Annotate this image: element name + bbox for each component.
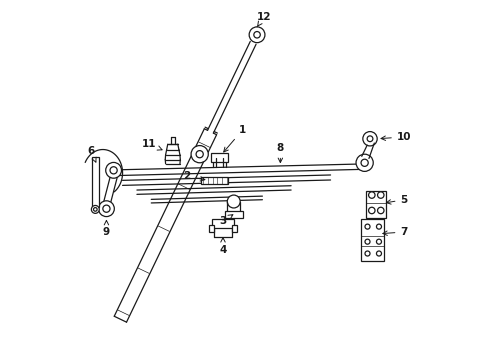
- Circle shape: [366, 136, 372, 141]
- Bar: [92, 157, 99, 207]
- Circle shape: [364, 251, 369, 256]
- Text: 4: 4: [219, 238, 226, 255]
- Bar: [211, 153, 228, 162]
- Circle shape: [105, 162, 121, 178]
- Bar: [224, 211, 242, 218]
- Bar: [366, 191, 386, 218]
- Text: 11: 11: [141, 139, 162, 150]
- Circle shape: [364, 239, 369, 244]
- Bar: [360, 220, 384, 261]
- Circle shape: [196, 150, 203, 158]
- Circle shape: [253, 32, 260, 38]
- Circle shape: [377, 192, 383, 198]
- Text: 10: 10: [380, 132, 410, 142]
- Circle shape: [110, 167, 117, 174]
- Circle shape: [376, 251, 381, 256]
- Text: 2: 2: [183, 171, 204, 181]
- Text: 6: 6: [87, 146, 96, 162]
- Circle shape: [368, 192, 374, 198]
- Text: 7: 7: [382, 227, 407, 237]
- Circle shape: [191, 145, 208, 163]
- Circle shape: [376, 239, 381, 244]
- Circle shape: [249, 27, 264, 42]
- Circle shape: [377, 207, 383, 214]
- Text: 8: 8: [276, 143, 284, 162]
- Circle shape: [227, 195, 240, 208]
- Circle shape: [93, 208, 97, 211]
- Text: 1: 1: [223, 125, 246, 152]
- Text: 9: 9: [102, 220, 110, 237]
- Text: 5: 5: [386, 195, 407, 205]
- Bar: [231, 225, 236, 232]
- Circle shape: [360, 159, 367, 166]
- Text: 12: 12: [257, 12, 271, 27]
- Bar: [201, 177, 228, 184]
- Circle shape: [376, 224, 381, 229]
- Circle shape: [362, 132, 376, 146]
- Circle shape: [355, 154, 372, 171]
- Circle shape: [368, 207, 374, 214]
- Circle shape: [102, 205, 110, 212]
- Bar: [209, 225, 214, 232]
- Bar: [212, 220, 233, 228]
- Text: 3: 3: [219, 215, 232, 226]
- Circle shape: [364, 224, 369, 229]
- Circle shape: [91, 206, 99, 213]
- Circle shape: [99, 201, 114, 217]
